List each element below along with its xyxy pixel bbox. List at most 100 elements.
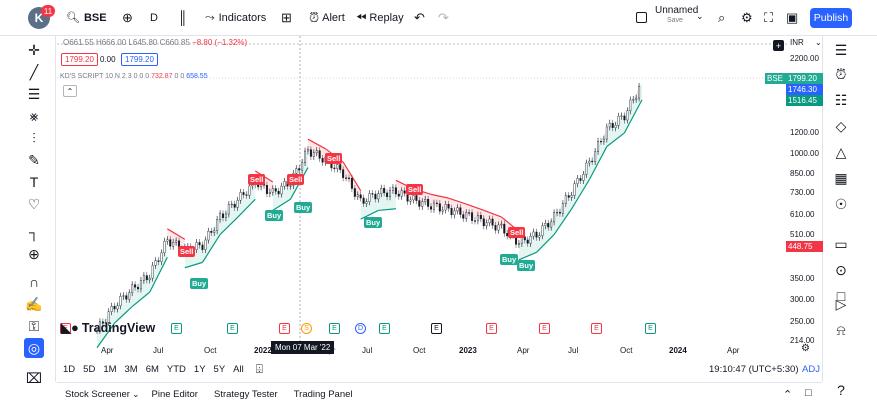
- range-button[interactable]: 6M: [145, 363, 159, 375]
- tab-trading-panel[interactable]: Trading Panel: [293, 389, 353, 400]
- bell-icon[interactable]: ⍾: [836, 321, 846, 338]
- event-marker[interactable]: E: [279, 323, 290, 334]
- broadcast-icon[interactable]: ▷: [835, 295, 847, 312]
- layout-toggle[interactable]: [630, 0, 653, 36]
- event-marker[interactable]: D: [355, 323, 366, 334]
- date-range-icon[interactable]: ⌹: [255, 361, 263, 376]
- event-marker[interactable]: E: [227, 323, 238, 334]
- notifications-icon[interactable]: □: [836, 288, 846, 304]
- range-button[interactable]: 3M: [124, 363, 138, 375]
- watchlist-icon[interactable]: ☰: [834, 41, 848, 58]
- clock-label[interactable]: 19:10:47 (UTC+5:30): [709, 364, 799, 375]
- candle-body: [500, 223, 503, 226]
- candle-body: [131, 284, 134, 293]
- candle-body: [582, 174, 585, 181]
- buy-price-box[interactable]: 1799.20: [121, 53, 158, 66]
- replay-button[interactable]: ⏪︎ Replay: [350, 0, 410, 36]
- event-marker[interactable]: E: [379, 323, 390, 334]
- event-marker[interactable]: E: [329, 323, 340, 334]
- indicator-name[interactable]: KD'S SCRIPT: [60, 73, 104, 80]
- chevron-down-icon[interactable]: ⌄: [696, 11, 704, 21]
- range-button[interactable]: 1M: [103, 363, 117, 375]
- candle-body: [441, 209, 444, 212]
- expand-panel-icon[interactable]: ⌃: [783, 389, 793, 401]
- collapse-legend-button[interactable]: ⌃: [63, 85, 77, 97]
- camera-icon[interactable]: ▣: [786, 10, 799, 25]
- event-marker[interactable]: E: [645, 323, 656, 334]
- help-icon[interactable]: ?: [837, 382, 845, 398]
- settings-small-icon[interactable]: ⚙︎: [801, 343, 810, 354]
- indicators-button[interactable]: ⤳ Indicators: [199, 0, 272, 36]
- text-icon[interactable]: T: [29, 174, 39, 190]
- event-marker[interactable]: E: [171, 323, 182, 334]
- undo-button[interactable]: ↶: [408, 0, 431, 36]
- range-button[interactable]: 1D: [63, 363, 76, 375]
- indicators-icon: ⤳: [205, 10, 215, 24]
- templates-button[interactable]: ⊞: [275, 0, 298, 36]
- compare-button[interactable]: ⊕: [116, 0, 139, 36]
- alerts-icon[interactable]: ⏰︎: [835, 65, 847, 82]
- maximize-panel-icon[interactable]: □: [805, 387, 812, 399]
- event-marker[interactable]: S: [301, 323, 312, 334]
- tab-pine-editor[interactable]: Pine Editor: [151, 389, 198, 400]
- event-marker[interactable]: E: [431, 323, 442, 334]
- candle-body: [242, 192, 245, 195]
- ruler-icon[interactable]: ┐: [29, 224, 39, 240]
- heart-icon[interactable]: ♡: [27, 195, 41, 212]
- interval-button[interactable]: D: [144, 0, 164, 36]
- tab-strategy-tester[interactable]: Strategy Tester: [213, 389, 278, 400]
- screener-chevron-icon[interactable]: ⌄: [131, 389, 140, 399]
- candle-body: [148, 277, 151, 281]
- currency-chevron-icon[interactable]: ⌄: [815, 38, 822, 47]
- event-marker[interactable]: E: [486, 323, 497, 334]
- crosshair-icon[interactable]: ✛: [28, 41, 40, 58]
- range-button[interactable]: 1Y: [193, 363, 206, 375]
- layers-icon[interactable]: ◇: [835, 117, 847, 134]
- currency-label[interactable]: INR: [790, 38, 804, 47]
- zoom-in-icon[interactable]: ⊕: [28, 245, 40, 262]
- gear-icon[interactable]: ⚙︎: [741, 10, 753, 25]
- range-button[interactable]: All: [233, 363, 244, 375]
- tradingview-logo[interactable]: ◣● TradingView: [61, 320, 155, 336]
- magnet-icon[interactable]: ∩: [28, 274, 40, 290]
- sell-price-box[interactable]: 1799.20: [61, 53, 98, 66]
- pattern-icon[interactable]: ⨳: [29, 107, 39, 124]
- calendar-icon[interactable]: ▦: [834, 169, 848, 186]
- tab-stock-screener[interactable]: Stock Screener: [65, 389, 130, 400]
- hotlist-icon[interactable]: △: [835, 143, 847, 160]
- candle-body: [160, 252, 163, 262]
- fullscreen-icon[interactable]: ⛶: [764, 10, 774, 25]
- brush-icon[interactable]: ✎: [28, 151, 40, 168]
- lock-icon[interactable]: ⚿: [28, 317, 40, 334]
- range-button[interactable]: 5D: [83, 363, 96, 375]
- price-chart[interactable]: [57, 36, 822, 358]
- redo-button[interactable]: ↷: [432, 0, 455, 36]
- candle-body: [526, 239, 529, 244]
- event-marker[interactable]: E: [539, 323, 550, 334]
- add-plus-icon[interactable]: +: [773, 40, 784, 51]
- event-marker[interactable]: E: [591, 323, 602, 334]
- trendline-icon[interactable]: ╱: [29, 63, 39, 80]
- ideas-icon[interactable]: ☉: [834, 195, 848, 212]
- publish-button[interactable]: Publish: [810, 8, 852, 28]
- candle-body: [257, 184, 260, 188]
- range-button[interactable]: 5Y: [213, 363, 226, 375]
- forecast-icon[interactable]: ⫶: [32, 129, 36, 146]
- streams-icon[interactable]: ⊙: [835, 261, 847, 278]
- range-button[interactable]: YTD: [166, 363, 186, 375]
- event-marker[interactable]: E: [60, 323, 71, 334]
- chat-icon[interactable]: ▭: [834, 235, 848, 252]
- fib-icon[interactable]: ☰: [27, 85, 41, 102]
- trash-icon[interactable]: ⌧: [25, 369, 43, 386]
- object-tree-icon[interactable]: ☷: [834, 91, 848, 108]
- chart-pane[interactable]: O661.55 H666.00 L645.80 C660.85 −8.80 (−…: [57, 36, 823, 358]
- alert-button[interactable]: ⏰︎ Alert: [303, 0, 351, 36]
- symbol-search[interactable]: 🔍︎ BSE: [60, 0, 113, 36]
- hide-drawings-icon[interactable]: ◎: [24, 338, 44, 358]
- layout-name[interactable]: Unnamed Save: [655, 6, 698, 26]
- drawing-mode-icon[interactable]: ✍: [25, 295, 43, 312]
- candle-body: [485, 222, 488, 227]
- quick-search-icon[interactable]: ⌕: [718, 10, 726, 25]
- chart-type-button[interactable]: ║: [172, 0, 193, 36]
- adj-toggle[interactable]: ADJ: [802, 364, 820, 375]
